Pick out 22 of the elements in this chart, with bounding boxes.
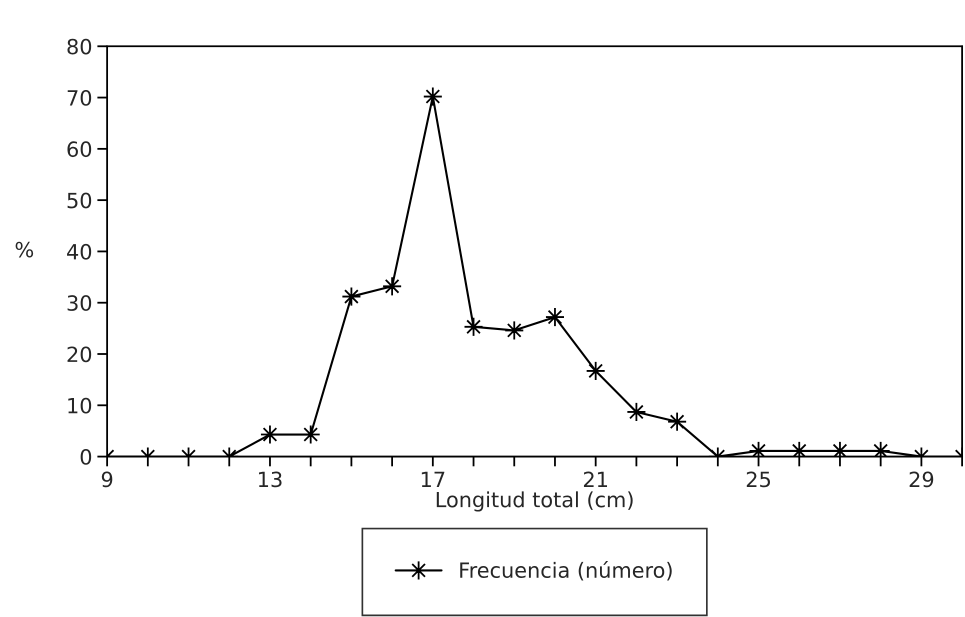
- y-tick-label: 80: [67, 38, 92, 54]
- x-axis-title: Longitud total (cm): [436, 491, 633, 512]
- point: [626, 402, 646, 422]
- point: [341, 286, 362, 306]
- point: [545, 307, 565, 328]
- y-tick-label: 70: [68, 90, 92, 106]
- point: [586, 360, 606, 381]
- y-tick-label: 50: [68, 192, 92, 208]
- x-tick-label: 9: [102, 472, 112, 488]
- x-tick-label: 29: [910, 472, 934, 488]
- y-tick-label: 60: [67, 141, 92, 158]
- y-tick-label: 30: [68, 295, 92, 311]
- legend-label: Frecuencia (número): [460, 561, 672, 580]
- y-axis-title: %: [16, 242, 34, 258]
- x-tick-label: 13: [259, 472, 282, 488]
- x-tick-label: 17: [422, 472, 444, 487]
- x-tick-label: 21: [584, 472, 608, 487]
- x-tick-label: 25: [746, 472, 770, 488]
- y-tick-label: 0: [80, 449, 92, 465]
- y-tick-label: 40: [67, 244, 92, 260]
- y-tick-label: 20: [68, 346, 92, 362]
- y-tick-label: 10: [68, 398, 92, 414]
